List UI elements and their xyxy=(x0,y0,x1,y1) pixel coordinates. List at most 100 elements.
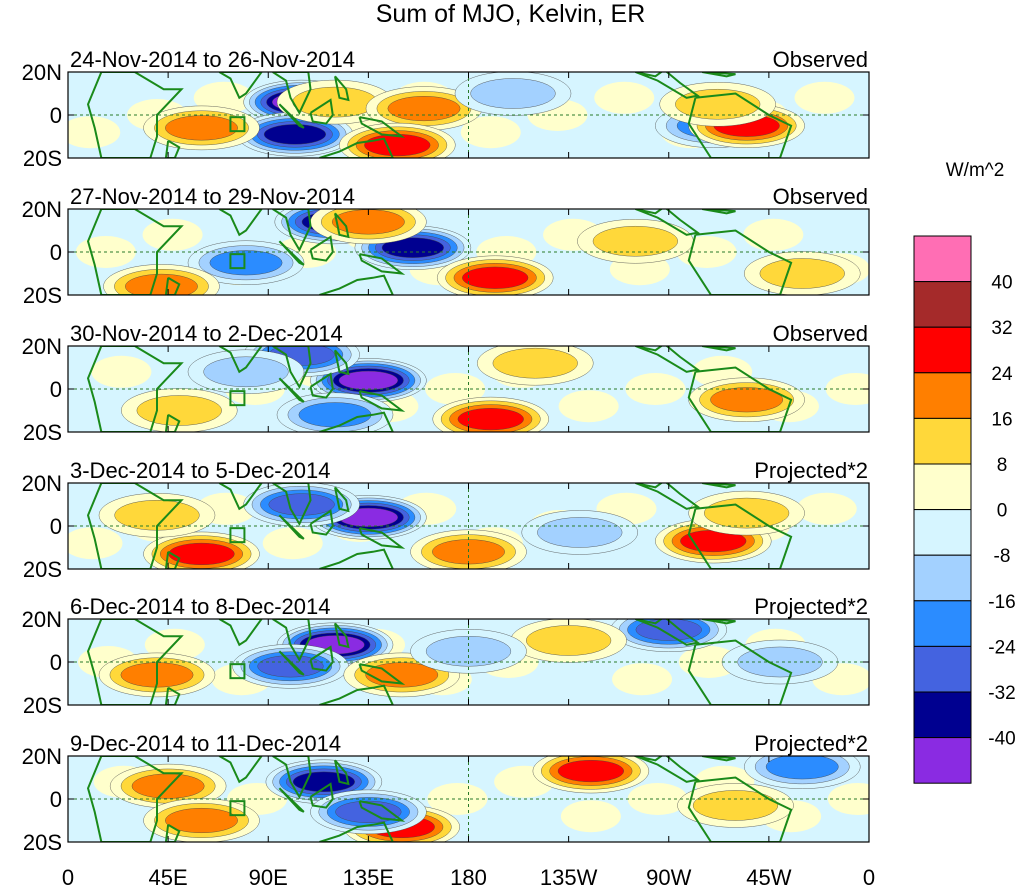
x-tick-label: 90W xyxy=(646,865,691,889)
contour-band xyxy=(387,96,461,122)
colorbar-label: -8 xyxy=(994,546,1011,567)
anomaly-3 xyxy=(143,531,260,569)
colorbar-label: 24 xyxy=(991,364,1013,385)
coastline xyxy=(164,139,181,158)
colorbar-swatch xyxy=(913,326,972,374)
coastline xyxy=(319,684,394,705)
anomaly-6 xyxy=(477,346,594,386)
contour-band xyxy=(203,356,289,388)
coastline xyxy=(164,550,181,569)
contour-band xyxy=(268,493,335,516)
y-tick-label: 20N xyxy=(22,607,62,632)
panel-2: 20N 0 20S 27-Nov-2014 to 29-Nov-2014 Observe… xyxy=(22,184,870,308)
contour-band xyxy=(257,655,324,678)
coastline xyxy=(319,821,394,842)
colorbar-swatch xyxy=(913,737,972,784)
region-box xyxy=(229,253,246,270)
contour-band xyxy=(298,402,372,428)
panel-status: Projected*2 xyxy=(754,458,868,483)
anomaly-3 xyxy=(610,619,727,652)
colorbar-label: 0 xyxy=(997,501,1008,522)
anomaly-5 xyxy=(437,255,554,295)
contour-band xyxy=(125,273,198,295)
colorbar-swatch xyxy=(913,509,972,556)
neutral-patch xyxy=(91,355,152,388)
contour-band xyxy=(557,760,624,783)
neutral-patch xyxy=(794,81,855,114)
coastline xyxy=(334,759,350,786)
coastline xyxy=(334,75,350,102)
x-tick-label: 0 xyxy=(62,865,74,889)
y-tick-label: 20S xyxy=(23,283,62,308)
coastline xyxy=(218,619,263,647)
panel-status: Projected*2 xyxy=(754,731,868,756)
coastline xyxy=(701,756,736,762)
anomaly-4 xyxy=(343,652,460,698)
coastline xyxy=(334,486,350,513)
panel-date-range: 6-Dec-2014 to 8-Dec-2014 xyxy=(70,594,330,619)
y-tick-label: 20N xyxy=(22,197,62,222)
anomaly-5 xyxy=(688,377,805,422)
anomaly-field xyxy=(68,483,869,569)
y-tick-label: 0 xyxy=(50,103,62,128)
coastline xyxy=(272,619,312,662)
neutral-patch xyxy=(594,81,655,114)
anomaly-field xyxy=(68,209,869,295)
panel-date-range: 24-Nov-2014 to 26-Nov-2014 xyxy=(70,47,355,72)
coastline xyxy=(278,514,305,540)
contour-band xyxy=(765,756,839,780)
coastline xyxy=(309,782,334,809)
neutral-patch xyxy=(460,116,521,149)
coastline xyxy=(687,776,793,842)
y-tick-label: 20S xyxy=(23,557,62,582)
coastline xyxy=(309,645,334,672)
coastline xyxy=(86,483,184,569)
x-tick-label: 135E xyxy=(343,865,394,889)
region-box xyxy=(229,116,246,133)
x-tick-label: 90E xyxy=(249,865,288,889)
y-tick-label: 20S xyxy=(23,693,62,718)
panel-status: Observed xyxy=(773,321,868,346)
coastline xyxy=(86,756,184,842)
coastline xyxy=(278,377,305,403)
colorbar-label: -16 xyxy=(988,592,1015,613)
units-label: W/m^2 xyxy=(946,160,1005,181)
coastline xyxy=(164,413,181,432)
coastline xyxy=(272,756,312,799)
contour-band xyxy=(209,250,283,276)
panel-6: 20N 0 20S 9-Dec-2014 to 11-Dec-2014 Projecte… xyxy=(22,731,870,855)
coastlines xyxy=(86,209,793,295)
colorbar-label: -32 xyxy=(988,683,1015,704)
contour-band xyxy=(592,226,678,257)
y-tick-label: 0 xyxy=(50,650,62,675)
coastlines xyxy=(86,619,793,705)
contour-band xyxy=(470,78,556,109)
coastline xyxy=(309,372,334,399)
coastline xyxy=(218,72,263,100)
coastline xyxy=(635,72,701,99)
x-tick-label: 45E xyxy=(149,865,188,889)
x-tick-label: 0 xyxy=(863,865,875,889)
contour-band xyxy=(492,347,578,379)
coastline xyxy=(334,349,350,376)
coastline xyxy=(701,619,736,625)
x-tick-label: 180 xyxy=(450,865,487,889)
colorbar-swatch xyxy=(913,281,972,328)
anomaly-4 xyxy=(432,396,549,432)
coastline xyxy=(272,483,312,526)
neutral-patch xyxy=(193,81,254,114)
contour-band xyxy=(462,266,529,289)
colorbar-label: 32 xyxy=(991,318,1012,339)
y-tick-label: 20N xyxy=(22,471,62,496)
coastline xyxy=(309,98,334,125)
anomaly-7 xyxy=(521,510,638,555)
neutral-patch xyxy=(425,373,486,405)
neutral-patch xyxy=(560,800,621,833)
neutral-patch xyxy=(796,492,857,525)
anomaly-field xyxy=(68,72,869,158)
anomaly-7 xyxy=(744,756,861,789)
coastline xyxy=(701,72,736,78)
coastline xyxy=(334,622,350,649)
panel-date-range: 9-Dec-2014 to 11-Dec-2014 xyxy=(70,731,341,756)
contour-band xyxy=(710,387,784,413)
